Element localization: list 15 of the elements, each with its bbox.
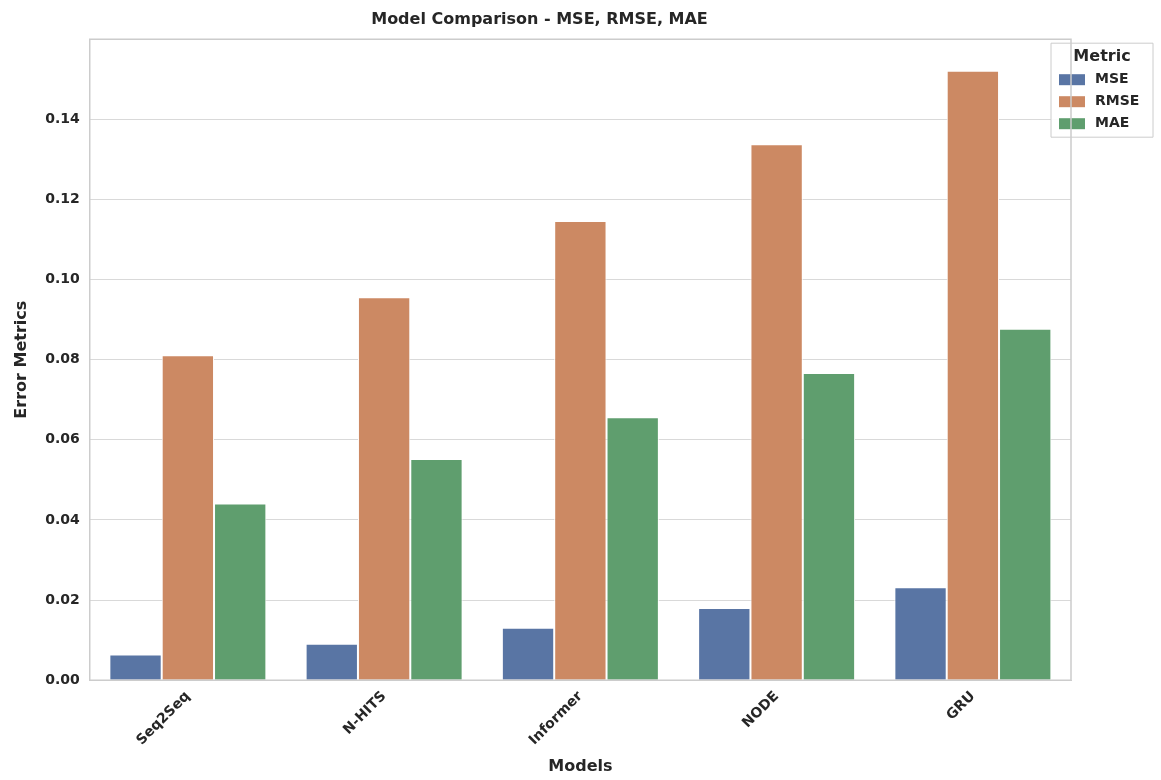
chart-title: Model Comparison - MSE, RMSE, MAE	[371, 8, 708, 28]
x-axis-title: Models	[548, 755, 613, 775]
y-tick-label: 0.14	[45, 109, 80, 126]
legend-label: RMSE	[1095, 91, 1140, 108]
y-tick-label: 0.10	[45, 270, 80, 287]
legend-label: MSE	[1095, 69, 1129, 86]
y-tick-label: 0.02	[45, 590, 80, 607]
y-axis-title: Error Metrics	[10, 300, 30, 419]
y-tick-label: 0.08	[45, 350, 80, 367]
y-tick-label: 0.12	[45, 190, 80, 207]
legend-label: MAE	[1095, 113, 1130, 130]
legend-title: Metric	[1073, 46, 1131, 66]
y-tick-label: 0.00	[45, 670, 80, 687]
y-tick-label: 0.04	[45, 510, 80, 527]
y-tick-label: 0.06	[45, 430, 80, 447]
